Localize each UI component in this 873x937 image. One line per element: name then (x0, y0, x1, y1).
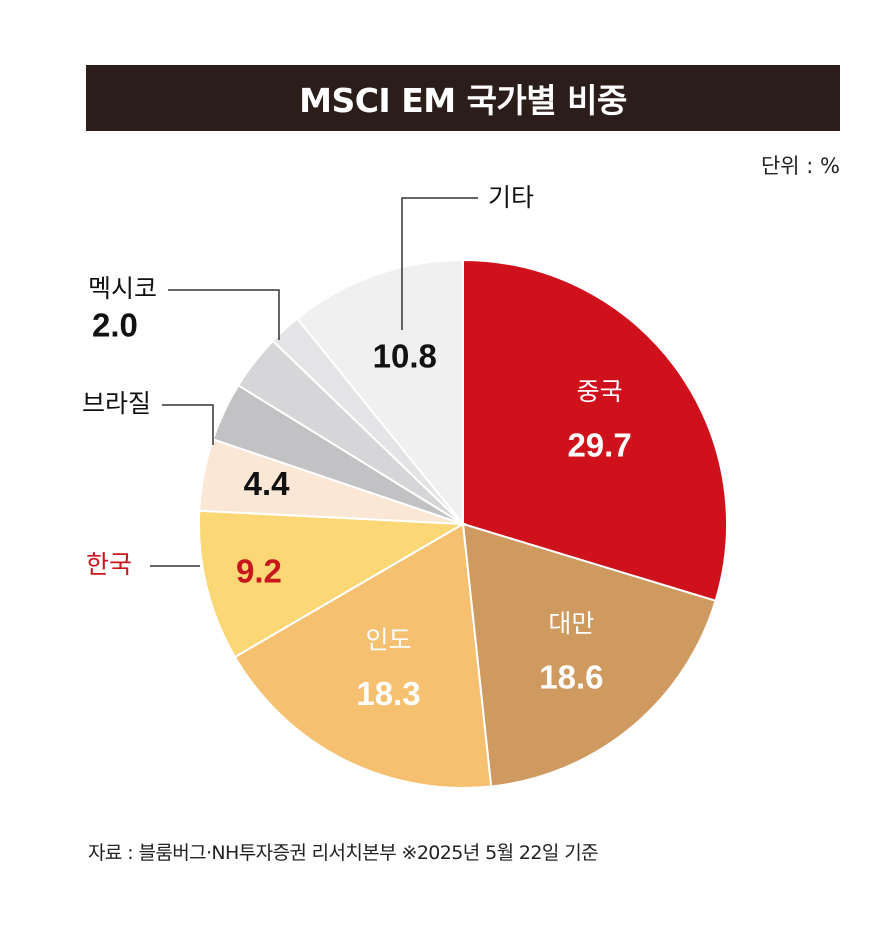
leader-line-brazil (162, 404, 214, 445)
leader-line-other (401, 197, 478, 330)
name-label-china: 중국 (577, 377, 623, 406)
name-label-korea: 한국 (86, 550, 132, 579)
name-label-other: 기타 (488, 183, 534, 212)
pie-slice-india (233, 522, 493, 789)
name-label-taiwan: 대만 (548, 609, 594, 638)
leader-lines (150, 197, 478, 567)
pie-slice-china (462, 258, 728, 603)
value-label-brazil: 4.4 (244, 465, 291, 502)
source-note: 자료 : 블룸버그·NH투자증권 리서치본부 ※2025년 5월 22일 기준 (88, 842, 599, 864)
value-label-mexico: 2.0 (92, 307, 138, 344)
pie-slices (197, 258, 728, 789)
name-label-brazil: 브라질 (82, 389, 151, 418)
value-label-other: 10.8 (373, 338, 437, 375)
value-label-china: 29.7 (567, 427, 631, 464)
title-bar: MSCI EM 국가별 비중 (86, 65, 840, 131)
name-label-india: 인도 (366, 625, 412, 654)
value-label-india: 18.3 (356, 675, 420, 712)
pie-slice-taiwan (461, 522, 717, 788)
value-label-korea: 9.2 (236, 552, 282, 589)
pie-slice-other (295, 258, 464, 527)
chart-title: MSCI EM 국가별 비중 (299, 81, 627, 120)
leader-line-mexico (168, 289, 280, 340)
value-label-taiwan: 18.6 (539, 659, 603, 696)
name-label-mexico: 멕시코 (88, 274, 157, 303)
unit-label: 단위 : % (760, 154, 840, 178)
pie-slice-korea (197, 509, 467, 659)
